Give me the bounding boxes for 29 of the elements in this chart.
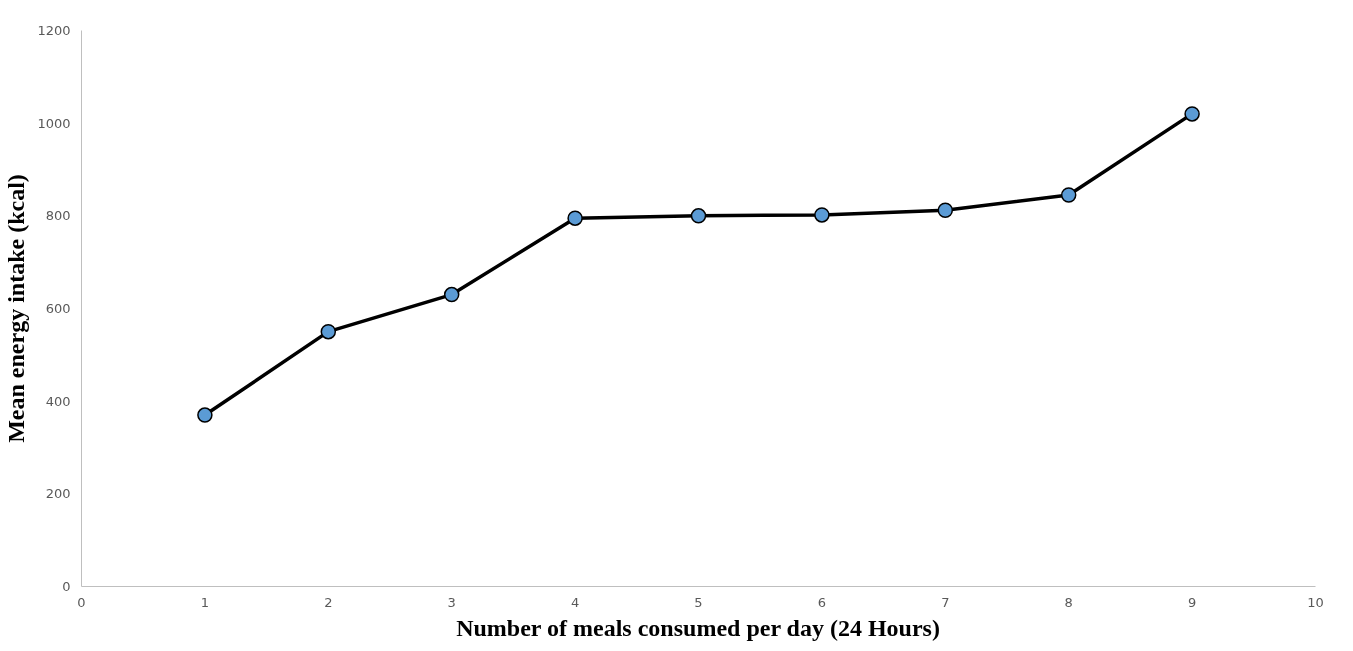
x-tick-label: 10 [1307, 594, 1324, 610]
point [690, 208, 707, 224]
x-tick-label: 5 [694, 594, 703, 610]
point [197, 407, 213, 423]
y-tick-label: 800 [45, 208, 71, 224]
x-tick-label: 8 [1064, 594, 1073, 610]
point [1184, 106, 1200, 122]
y-tick-label: 200 [45, 486, 71, 502]
y-tick-label: 600 [45, 301, 71, 316]
x-tick-label: 7 [941, 594, 950, 610]
x-axis-title: Number of meals consumed per day (24 Hours) [456, 614, 940, 641]
point [320, 323, 337, 340]
point [937, 202, 954, 219]
point [814, 207, 830, 223]
x-tick-label: 6 [817, 594, 827, 610]
y-axis-title: Mean energy intake (kcal) [3, 174, 30, 443]
point [443, 286, 460, 303]
x-tick-label: 9 [1187, 594, 1197, 610]
y-tick-label: 0 [62, 579, 71, 594]
y-tick-label: 400 [45, 393, 71, 409]
y-tick-label: 1000 [37, 115, 71, 131]
x-tick-label: 3 [447, 594, 456, 610]
x-tick-label: 0 [77, 594, 86, 610]
y-tick-label: 1200 [37, 23, 71, 38]
point [567, 210, 583, 226]
x-tick-label: 2 [324, 594, 333, 610]
x-tick-label: 4 [570, 594, 580, 610]
point [1060, 187, 1077, 203]
x-tick-label: 1 [200, 594, 210, 610]
